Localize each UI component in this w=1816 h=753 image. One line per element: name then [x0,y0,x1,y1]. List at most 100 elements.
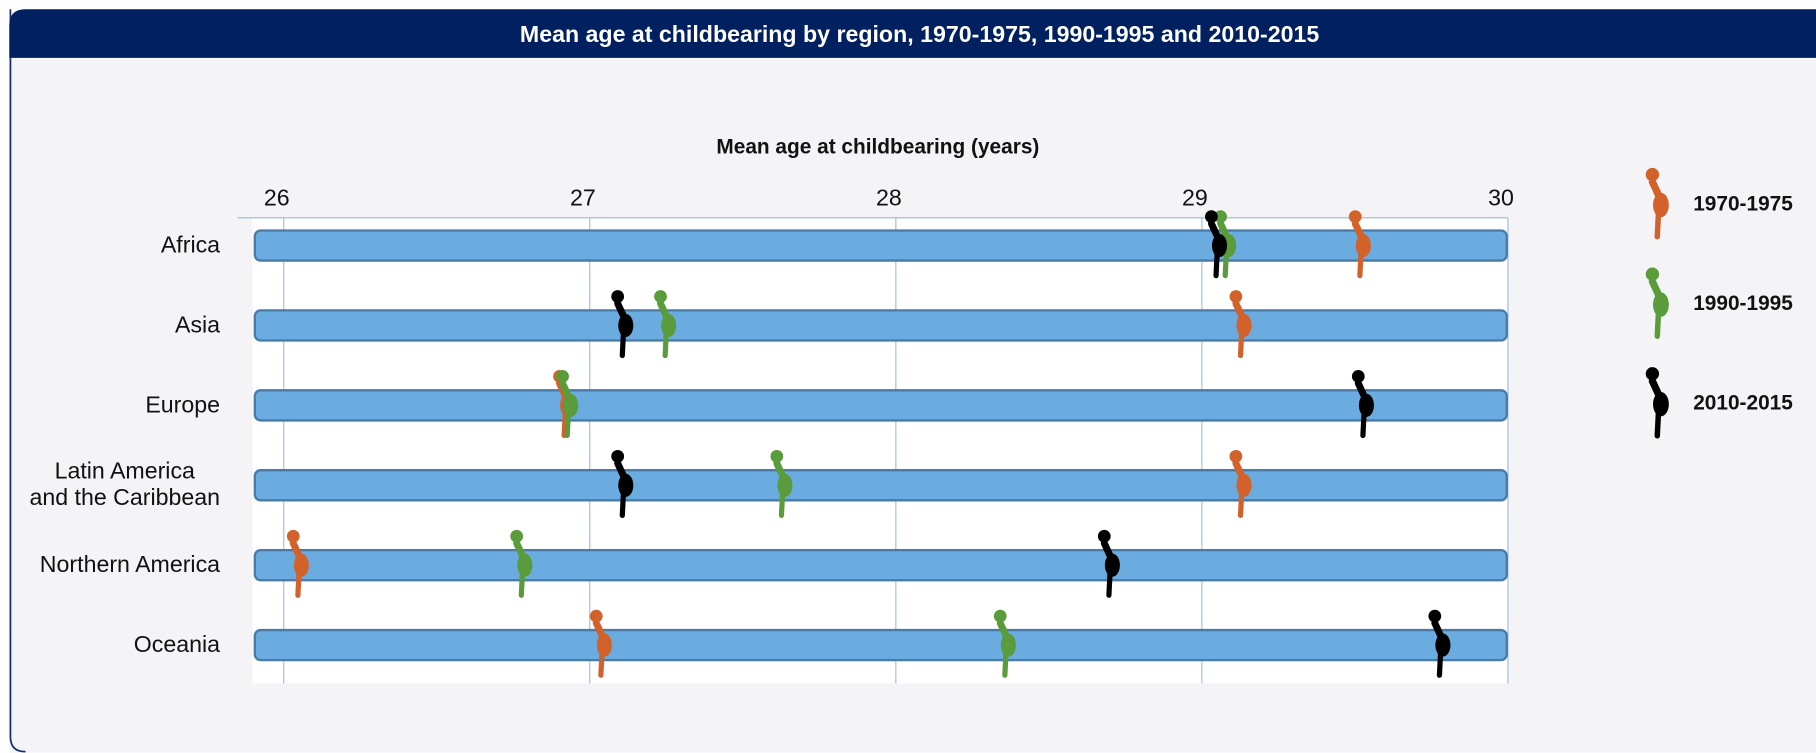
chart-title: Mean age at childbearing by region, 1970… [520,21,1319,47]
figure-head [1229,449,1243,463]
row-bar [253,309,1508,342]
figure-head [556,370,569,383]
data-figure [1205,210,1228,279]
figure-parts [1428,609,1451,678]
header-bar [9,9,1816,58]
figure-leg [1106,569,1113,598]
figure-head [1097,529,1111,543]
category-label: Asia [174,312,221,338]
figure-head [510,529,524,543]
figure-head [1645,267,1660,281]
data-figure [510,529,533,598]
data-figure [611,290,634,359]
row-bar [253,628,1508,662]
figure-parts [589,609,612,678]
data-figure [286,529,309,598]
figure-head [611,449,625,463]
figure-leg [1237,489,1245,518]
data-figure [654,290,677,359]
figure-leg [295,569,302,598]
data-figure [1229,449,1252,518]
figure-head [1645,367,1660,381]
figure-head [286,529,300,543]
data-figure [1229,290,1252,359]
x-axis-title: Mean age at childbearing (years) [716,136,1039,159]
figure-leg [1222,249,1229,279]
data-figure [611,449,634,518]
figure-leg [619,329,627,359]
figure-parts [1645,167,1669,240]
figure-head [654,290,667,303]
figure-parts [556,370,579,439]
figure-leg [619,489,627,518]
figure-leg [1654,209,1662,240]
category-label: Oceania [133,631,221,658]
figure-leg [1213,249,1220,279]
data-figure [1348,210,1371,279]
figure-parts [611,290,634,359]
figure-parts [654,290,677,359]
figure-parts [611,449,634,518]
figure-parts [1645,367,1669,439]
figure-head [1428,609,1442,623]
figure-parts [1645,267,1669,339]
plot-area [252,217,1508,684]
row-bar [253,469,1508,502]
figure-leg [564,409,571,439]
data-figure [589,609,612,678]
figure-parts [1229,290,1252,359]
figure-leg [1002,649,1009,678]
category-label: Europe [145,392,221,418]
figure-leg [662,329,669,359]
figure-head [611,290,625,303]
x-tick-label: 28 [876,184,902,210]
figure-parts [1097,529,1120,598]
row-bar [253,548,1508,582]
x-tick-label: 27 [570,184,596,210]
figure-head [1205,210,1218,223]
legend-label: 2010-2015 [1693,392,1793,415]
category-label: Latin America and the Caribbean [29,458,221,511]
figure-parts [1348,210,1371,279]
data-figure [993,609,1016,678]
figure-head [1348,210,1362,223]
category-label: Africa [160,232,221,258]
row-bar [253,229,1508,262]
figure-parts [1351,370,1374,439]
figure-head [1229,290,1243,303]
figure-leg [1436,649,1444,678]
figure-leg [1357,249,1364,279]
figure-parts [993,609,1016,678]
data-figure [1097,529,1120,598]
x-tick-label: 26 [264,184,290,210]
figure-leg [598,649,605,678]
data-figure [556,370,579,439]
figure-parts [770,449,793,518]
x-tick-label: 29 [1182,184,1208,210]
data-figure [1351,370,1374,439]
x-tick-label: 30 [1488,184,1514,210]
figure-parts [510,529,533,598]
figure-leg [1360,409,1367,439]
figure-leg [518,569,526,598]
figure-leg [778,489,786,518]
row-bar [253,389,1508,422]
figure-parts [1229,449,1252,518]
figure-leg [561,409,568,439]
panel-border [9,9,26,753]
data-figure [770,449,793,518]
figure-head [993,609,1007,623]
figure-leg [1654,408,1662,439]
figure-head [1351,370,1365,383]
figure-leg [1237,329,1245,359]
figure-parts [286,529,309,598]
legend-label: 1970-1975 [1693,192,1793,215]
figure-head [770,449,784,463]
category-label: Northern America [39,551,221,578]
figure-head [1214,210,1227,223]
figure-leg [1654,309,1662,339]
legend-label: 1990-1995 [1693,292,1793,315]
